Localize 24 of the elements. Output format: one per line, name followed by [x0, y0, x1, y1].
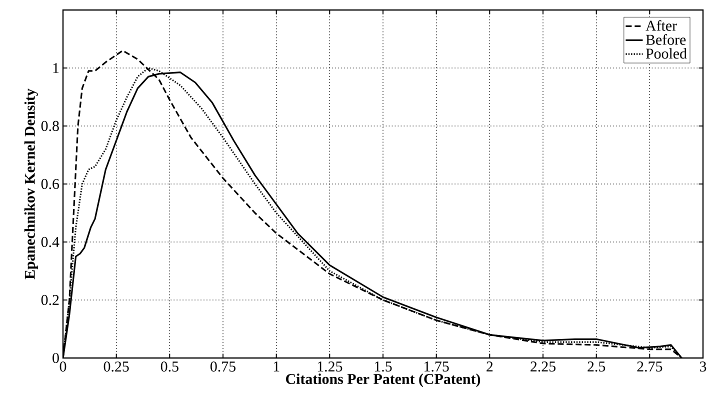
- y-tick-label: 0.6: [41, 178, 60, 190]
- x-tick-label: 1.5: [374, 362, 392, 372]
- y-tick-label: 0.4: [41, 236, 60, 248]
- legend-label: Before: [646, 34, 686, 45]
- x-tick-label: 2.75: [637, 362, 662, 372]
- legend-label: After: [646, 20, 677, 31]
- x-tick-label: 1: [274, 362, 280, 372]
- y-axis-title: Epanechnikov Kernel Density: [24, 88, 38, 280]
- y-tick-label: 1: [53, 63, 59, 73]
- x-tick-label: 2.5: [588, 362, 606, 372]
- x-tick-label: 0.5: [160, 362, 178, 372]
- x-tick-label: 2.25: [530, 362, 556, 372]
- y-tick-label: 0: [52, 352, 59, 364]
- y-tick-label: 0.2: [41, 294, 59, 306]
- x-tick-label: 0: [60, 362, 66, 372]
- x-axis-title: Citations Per Patent (CPatent): [286, 374, 480, 388]
- x-tick-label: 3: [700, 362, 706, 372]
- x-tick-label: 0.25: [104, 362, 129, 372]
- x-tick-label: 1.25: [318, 362, 342, 372]
- y-tick-label: 0.8: [41, 120, 59, 132]
- x-tick-label: 0.75: [210, 362, 236, 372]
- x-tick-label: 2: [486, 362, 493, 372]
- legend-label: Pooled: [646, 48, 687, 59]
- x-tick-label: 1.75: [424, 362, 449, 372]
